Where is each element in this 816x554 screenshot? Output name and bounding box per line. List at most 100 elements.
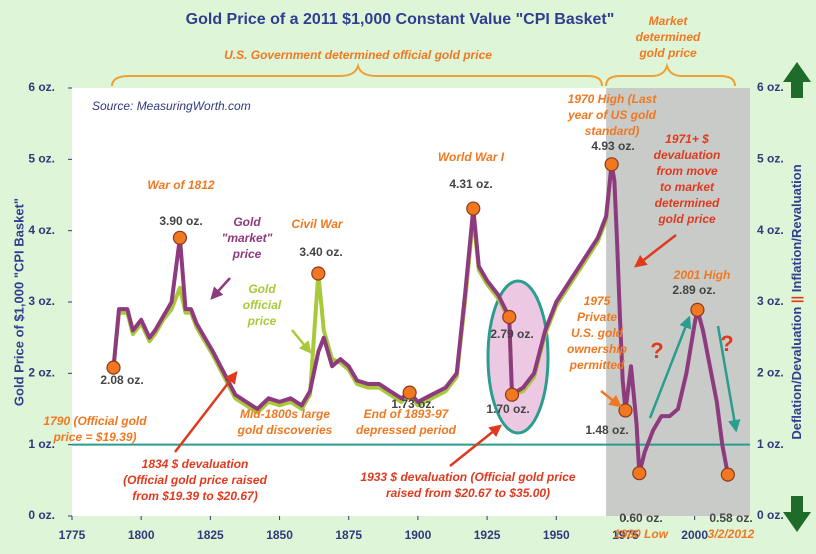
y2-tick-label: 2 oz. — [757, 366, 784, 380]
bracket-label: gold price — [638, 46, 697, 60]
annotation: depressed period — [356, 423, 457, 437]
highlight-point — [604, 157, 619, 172]
series-line — [111, 162, 730, 476]
bracket-label: determined — [636, 30, 701, 44]
series-label: official — [243, 298, 282, 312]
annotation: End of 1893-97 — [364, 407, 450, 421]
highlight-point — [504, 387, 520, 402]
y-tick-label: 4 oz. — [28, 223, 55, 237]
x-tick-label: 1975 — [612, 528, 639, 542]
arrow — [449, 424, 502, 467]
value-label: 3.90 oz. — [159, 214, 202, 228]
annotation: standard) — [585, 124, 640, 138]
x-tick-label: 1825 — [197, 528, 224, 542]
y2-label-part: || — [789, 296, 804, 303]
annotation: year of US gold — [567, 108, 657, 122]
question-mark: ? — [650, 338, 663, 363]
annotation: World War I — [438, 150, 505, 164]
highlight-point — [618, 403, 633, 418]
annotation: ownership — [567, 342, 627, 356]
plot-layer — [68, 87, 750, 520]
x-tick-label: 1950 — [543, 528, 570, 542]
y-tick-label: 1 oz. — [28, 437, 55, 451]
y-tick-label: 6 oz. — [28, 80, 55, 94]
highlight-point — [632, 466, 647, 481]
value-label: 4.93 oz. — [591, 139, 634, 153]
arrow — [210, 277, 231, 300]
annotation: 1980 Low — [614, 527, 669, 541]
highlight-point — [402, 385, 417, 400]
source: Source: MeasuringWorth.com — [92, 99, 251, 113]
x-tick-label: 1875 — [335, 528, 362, 542]
annotation: price = $19.39) — [52, 430, 136, 444]
annotation: raised from $20.67 to $35.00) — [386, 486, 550, 500]
annotation: from $19.39 to $20.67) — [132, 489, 257, 503]
annotation: permitted — [569, 358, 625, 372]
y2-tick-label: 5 oz. — [757, 152, 784, 166]
down-arrow — [783, 496, 811, 532]
value-label: 3.40 oz. — [299, 245, 342, 259]
value-label: 2.08 oz. — [100, 373, 143, 387]
value-label: 1.48 oz. — [585, 423, 628, 437]
highlight-point — [690, 302, 705, 317]
highlight-point — [172, 230, 188, 245]
annotation: devaluation — [654, 148, 721, 162]
highlight-point — [720, 467, 735, 482]
value-label: 1.70 oz. — [486, 402, 529, 416]
x-tick-label: 1900 — [405, 528, 432, 542]
bracket — [111, 62, 603, 87]
y2-axis-label: Deflation/Devaluation || Inflation/Reval… — [789, 164, 804, 439]
y2-label-part: Inflation/Revaluation — [789, 164, 804, 292]
annotation: gold price — [657, 212, 716, 226]
annotation: 2001 High — [673, 268, 731, 282]
series-label: Gold — [233, 215, 261, 229]
x-tick-label: 1850 — [266, 528, 293, 542]
annotation: (Official gold price raised — [123, 473, 267, 487]
highlight-point — [311, 266, 326, 281]
y-tick-label: 0 oz. — [28, 508, 55, 522]
y2-tick-label: 1 oz. — [757, 437, 784, 451]
annotation: Private — [577, 310, 617, 324]
arrow — [174, 371, 238, 453]
annotation: from move — [656, 164, 718, 178]
highlight-point — [502, 309, 517, 325]
y2-tick-label: 4 oz. — [757, 223, 784, 237]
value-label: 0.60 oz. — [619, 511, 662, 525]
x-tick-label: 2000 — [681, 528, 708, 542]
bracket-label: Market — [649, 14, 689, 28]
annotation: 1790 (Official gold — [43, 414, 147, 428]
up-arrow — [783, 62, 811, 98]
y-tick-label: 5 oz. — [28, 152, 55, 166]
y-axis-label: Gold Price of $1,000 "CPI Basket" — [11, 198, 26, 406]
series-label: "market" — [222, 231, 273, 245]
annotation: Civil War — [291, 217, 343, 231]
y2-tick-label: 0 oz. — [757, 508, 784, 522]
y2-label-part: Deflation/Devaluation — [789, 307, 804, 440]
annotation: 1970 High (Last — [568, 92, 658, 106]
arrow — [634, 234, 677, 268]
value-label: 0.58 oz. — [709, 511, 752, 525]
series-label: Gold — [248, 282, 276, 296]
annotation: U.S. gold — [571, 326, 624, 340]
arrow — [716, 325, 741, 433]
x-tick-label: 1775 — [59, 528, 86, 542]
bracket-label: U.S. Government determined official gold… — [224, 48, 492, 62]
x-tick-label: 1925 — [474, 528, 501, 542]
x-tick-label: 1800 — [128, 528, 155, 542]
arrow — [648, 315, 692, 419]
annotation: determined — [655, 196, 720, 210]
annotation: Mid-1800s large — [240, 407, 330, 421]
highlight-point — [466, 201, 481, 216]
annotation: to market — [660, 180, 715, 194]
annotation: 1971+ $ — [665, 132, 709, 146]
series-label: price — [232, 247, 262, 261]
y-tick-label: 2 oz. — [28, 366, 55, 380]
bracket — [605, 62, 736, 87]
series-label: price — [247, 314, 277, 328]
highlight-point — [106, 360, 121, 375]
value-label: 2.79 oz. — [490, 327, 533, 341]
question-mark: ? — [720, 331, 733, 356]
annotation: gold discoveries — [237, 423, 333, 437]
annotation: 1933 $ devaluation (Official gold price — [360, 470, 576, 484]
